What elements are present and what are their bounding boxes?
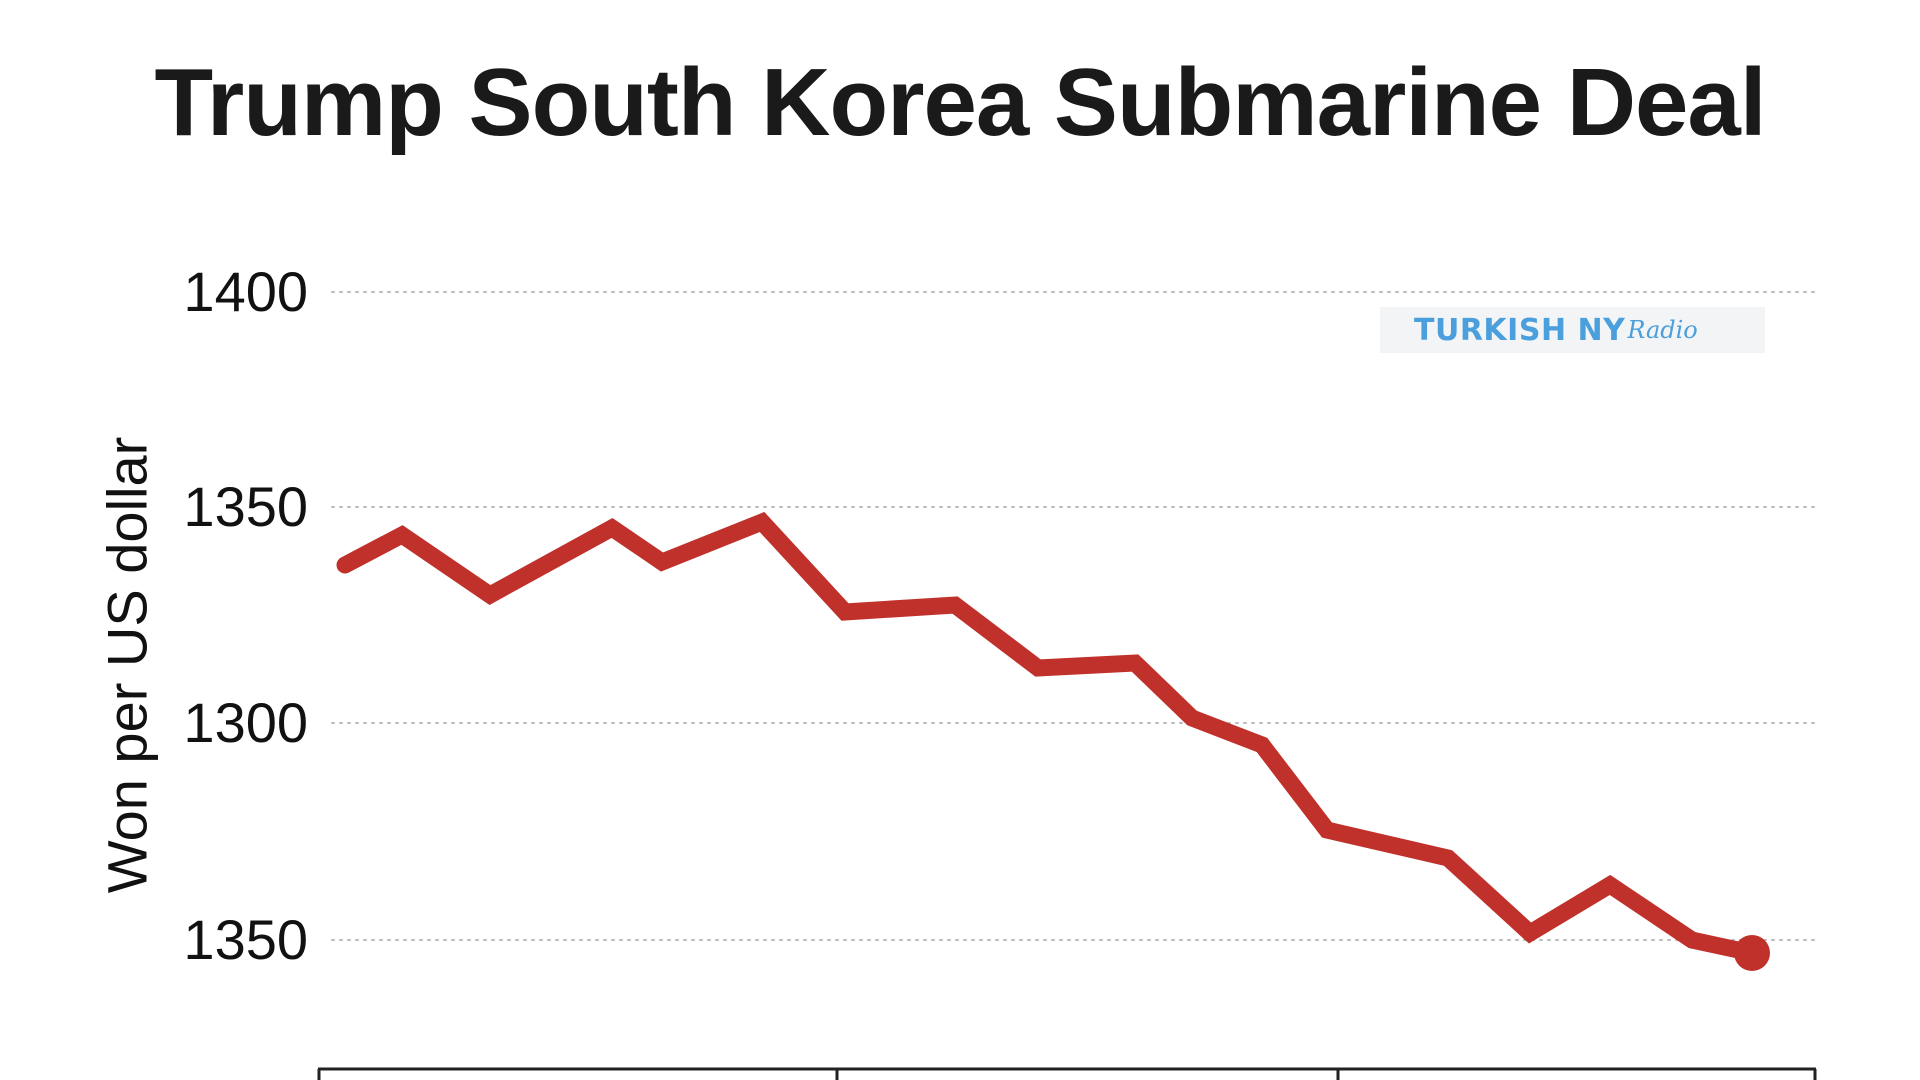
chart-title: Trump South Korea Submarine Deal — [154, 49, 1767, 156]
x-axis — [317, 1067, 1817, 1080]
gridlines — [331, 291, 1817, 941]
watermark-script: Radio — [1627, 316, 1698, 344]
watermark-logo: TURKISH NY Radio — [1380, 307, 1765, 353]
y-tick-label: 1350 — [183, 908, 308, 971]
y-tick-label: 1400 — [183, 260, 308, 323]
end-point-marker — [1734, 935, 1770, 971]
watermark-brand: TURKISH NY — [1414, 312, 1626, 348]
data-line-series — [336, 511, 1761, 962]
y-tick-label: 1300 — [183, 691, 308, 754]
y-tick-label: 1350 — [183, 475, 308, 538]
